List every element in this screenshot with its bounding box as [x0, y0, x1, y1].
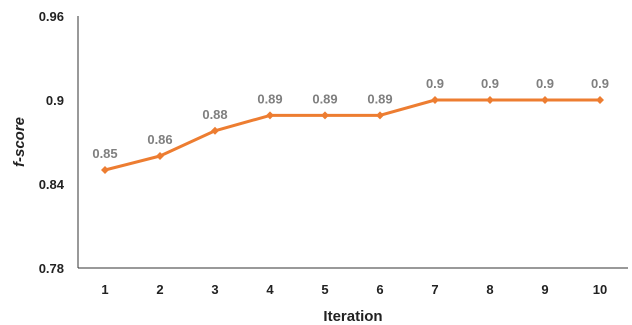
data-point-marker [266, 111, 274, 120]
data-label: 0.88 [202, 107, 227, 122]
x-axis-title: Iteration [323, 308, 382, 325]
data-label: 0.89 [312, 91, 337, 106]
x-tick-label: 3 [211, 282, 218, 297]
x-tick-label: 9 [541, 282, 548, 297]
data-label: 0.86 [147, 132, 172, 147]
data-label: 0.9 [426, 76, 444, 91]
x-tick-labels: 1 2 3 4 5 6 7 8 9 10 [101, 282, 607, 297]
data-point-marker [541, 96, 549, 104]
x-tick-label: 4 [266, 282, 274, 297]
data-label: 0.89 [257, 91, 282, 106]
y-axis-title: f-score [11, 117, 28, 167]
data-point-marker [321, 111, 329, 120]
data-label: 0.9 [591, 76, 609, 91]
data-label: 0.9 [481, 76, 499, 91]
y-tick-label: 0.96 [39, 9, 64, 24]
data-label: 0.89 [367, 91, 392, 106]
y-tick-label: 0.78 [39, 261, 64, 276]
data-point-marker [101, 166, 109, 174]
data-point-marker [431, 96, 439, 104]
data-point-marker [376, 111, 384, 120]
x-tick-label: 10 [593, 282, 607, 297]
data-point-marker [211, 126, 219, 135]
x-tick-label: 6 [376, 282, 383, 297]
x-tick-label: 5 [321, 282, 328, 297]
y-tick-labels: 0.78 0.84 0.9 0.96 [39, 9, 65, 276]
x-tick-label: 1 [101, 282, 108, 297]
x-tick-label: 2 [156, 282, 163, 297]
data-label: 0.85 [92, 146, 117, 161]
series-line-group [101, 96, 604, 174]
y-tick-label: 0.84 [39, 177, 65, 192]
data-point-marker [596, 96, 604, 104]
data-point-marker [156, 152, 164, 160]
data-labels: 0.85 0.86 0.88 0.89 0.89 0.89 0.9 0.9 0.9 0.9 [92, 76, 609, 161]
y-tick-label: 0.9 [46, 93, 64, 108]
data-label: 0.9 [536, 76, 554, 91]
data-point-marker [486, 96, 494, 104]
series-line [103, 98, 602, 172]
x-tick-label: 8 [486, 282, 493, 297]
x-tick-label: 7 [431, 282, 438, 297]
